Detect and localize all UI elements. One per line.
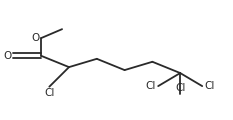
- Text: O: O: [3, 51, 12, 61]
- Text: Cl: Cl: [145, 81, 156, 91]
- Text: Cl: Cl: [205, 81, 215, 91]
- Text: O: O: [31, 33, 39, 43]
- Text: Cl: Cl: [175, 83, 185, 93]
- Text: Cl: Cl: [44, 88, 55, 98]
